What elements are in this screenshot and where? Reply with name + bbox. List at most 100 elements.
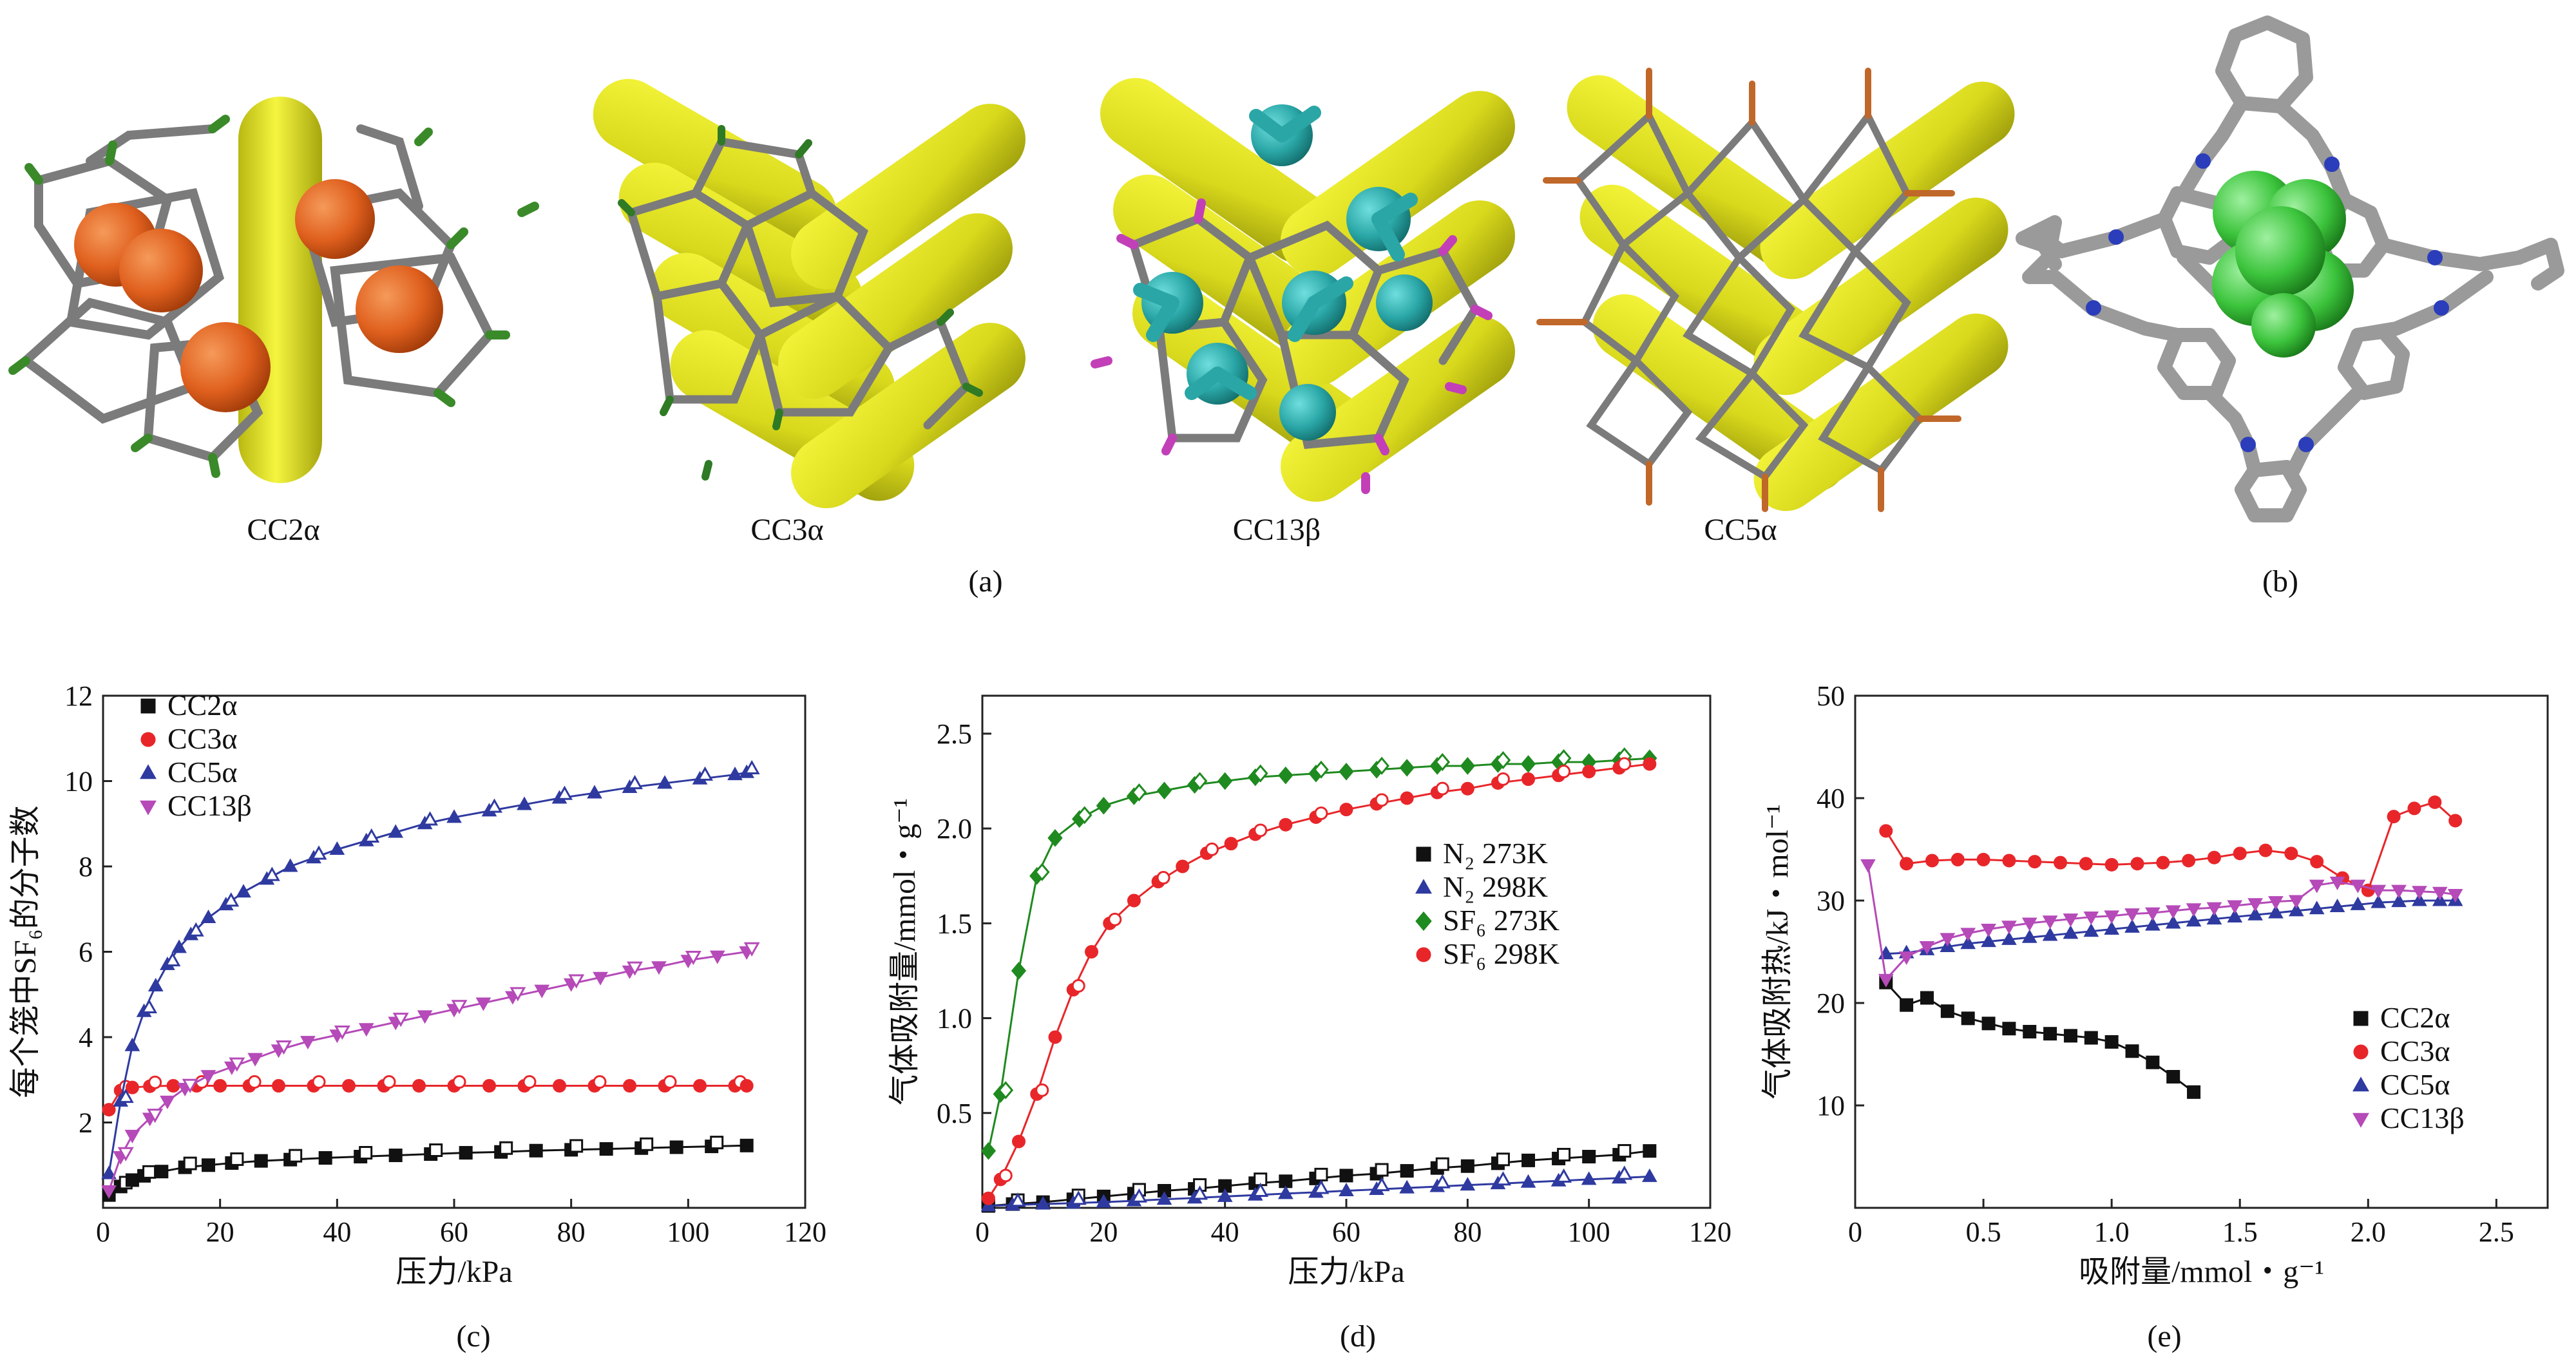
data-point-desorption [1108,912,1122,926]
data-point-desorption [1556,1168,1572,1183]
y-tick-label: 10 [64,766,93,797]
legend-label: N₂ 273K [1443,837,1548,870]
data-point [1879,824,1893,838]
x-tick-label: 0 [975,1216,989,1248]
data-point-desorption [229,1057,245,1072]
data-point [254,1154,268,1168]
data-point [1277,1185,1293,1199]
data-point-desorption [1035,1083,1049,1097]
legend-marker [2352,1076,2369,1092]
legend-marker [1415,911,1432,931]
data-point [1339,803,1353,817]
series-c-2 [101,759,760,1179]
data-point-desorption [1314,806,1328,820]
data-point [2002,854,2016,868]
data-point-desorption [117,1088,134,1103]
data-point-desorption [568,974,585,989]
data-point-desorption [141,998,158,1013]
data-point [1900,857,1914,871]
data-point [1096,797,1111,815]
data-point [2432,886,2448,901]
structure-cc5a: CC5α [1536,68,2015,547]
legend-label: CC3α [2380,1035,2450,1067]
data-point-desorption [117,1147,134,1161]
data-point [1981,933,1996,948]
data-point [2412,892,2427,906]
data-point [1048,1030,1062,1044]
data-point-desorption [1131,783,1147,802]
data-point [2083,923,2099,937]
data-point [412,1079,426,1093]
data-point [2350,896,2366,910]
data-point [459,1146,473,1160]
data-point [166,1079,180,1093]
data-point [282,858,298,872]
data-point [1643,757,1657,771]
data-point [101,1165,117,1179]
structure-cc13b: CC13β [1091,78,1515,547]
data-point-desorption [247,1075,262,1089]
y-axis-label: 每个笼中SF₆的分子数 [8,805,43,1098]
series-line [108,771,747,1174]
data-point [1096,1194,1112,1208]
data-point-desorption [147,1109,164,1123]
data-point [2329,876,2345,890]
data-point [1339,763,1354,781]
structure-label: CC2α [247,513,320,547]
data-point [2165,915,2181,929]
data-point [1460,781,1474,796]
data-point [1400,1164,1414,1178]
data-point-desorption [1192,1185,1208,1200]
data-point [2124,919,2140,933]
x-axis-label: 吸附量/mmol・g⁻¹ [2079,1255,2324,1289]
data-point [1035,1196,1051,1210]
data-point-desorption [593,1075,607,1089]
data-point [1981,1017,1996,1031]
chart-c: 0 20 40 60 80 100 120 2 4 6 8 10 12 压力/kPa 每个笼中SF₆的分子数… [8,680,826,1289]
data-point [1460,1159,1474,1173]
data-point-desorption [148,1075,162,1089]
data-point-desorption [627,961,643,976]
x-tick-label: 100 [667,1216,709,1248]
data-point [247,1053,263,1067]
data-point [1460,1177,1476,1191]
data-point-desorption [334,1025,350,1040]
data-point [657,775,673,789]
data-point [155,1165,169,1179]
data-point [1156,781,1172,799]
x-tick-label: 0.5 [1966,1216,2001,1248]
data-point [236,884,251,898]
data-point [2028,855,2042,869]
data-point-desorption [359,1146,373,1160]
x-tick-label: 0 [96,1216,110,1248]
data-point [272,1079,285,1093]
data-point [1085,945,1098,959]
data-point [171,939,187,953]
data-point-desorption [363,828,380,843]
data-point [1961,1011,1975,1026]
data-point [593,971,608,986]
data-point-desorption [1192,772,1208,790]
data-point [1900,998,1914,1012]
data-point [2227,900,2243,914]
data-point [2001,921,2017,935]
data-point [981,1191,995,1205]
y-tick-label: 2.0 [937,813,972,845]
data-point [482,1079,496,1093]
legend-marker [1416,947,1431,962]
data-point [2021,917,2037,931]
data-point [1217,1188,1233,1202]
data-point [2391,893,2407,908]
data-point [727,767,743,781]
data-point [2371,884,2387,899]
data-point-desorption [1071,979,1085,993]
x-tick-label: 60 [1332,1216,1360,1248]
data-point-desorption [1373,1177,1390,1192]
data-point-desorption [1434,1174,1451,1189]
data-point-desorption [710,1136,724,1150]
series-e-1 [1879,795,2463,897]
data-point [1981,924,1996,938]
data-point [1919,941,1935,955]
data-point [2288,895,2304,909]
data-point [2412,886,2427,900]
